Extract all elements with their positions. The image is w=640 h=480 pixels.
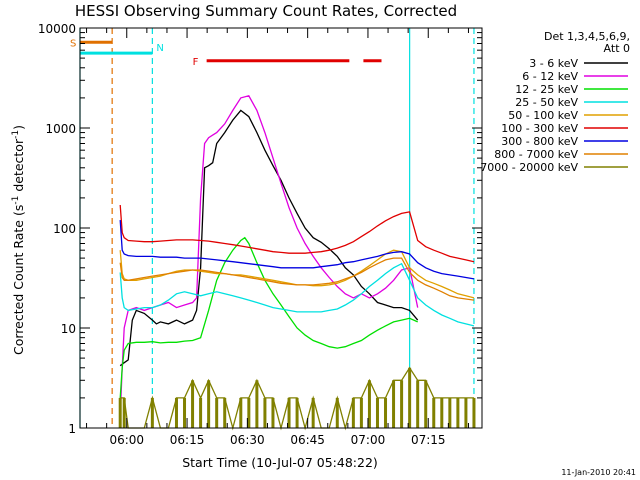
series-line <box>119 236 418 398</box>
series-line <box>120 366 474 431</box>
flag-label: F <box>193 57 199 68</box>
y-tick-label: 100 <box>53 222 76 236</box>
series-line <box>119 257 475 301</box>
legend-title-line2: Att 0 <box>604 42 630 55</box>
series-line <box>119 204 475 263</box>
legend-entry-label: 7000 - 20000 keV <box>480 161 578 174</box>
legend-entry-label: 12 - 25 keV <box>515 83 578 96</box>
legend-entry-label: 6 - 12 keV <box>522 70 578 83</box>
legend-entry-label: 800 - 7000 keV <box>494 148 578 161</box>
x-tick-label: 06:45 <box>290 433 325 447</box>
x-axis-label: Start Time (10-Jul-07 05:48:22) <box>182 455 378 470</box>
y-axis: 1 10 100 1000 10000 <box>38 22 482 436</box>
x-tick-label: 06:30 <box>230 433 265 447</box>
y-axis-label: Corrected Count Rate (s-1 detector-1) <box>11 125 26 355</box>
y-tick-label: 10000 <box>38 22 76 36</box>
flag-label: S <box>70 38 76 49</box>
x-tick-label: 06:15 <box>170 433 205 447</box>
y-tick-label: 10 <box>61 322 76 336</box>
legend-entry-label: 100 - 300 keV <box>501 122 578 135</box>
series-line <box>119 220 475 280</box>
legend-title-line1: Det 1,3,4,5,6,9, <box>544 30 630 43</box>
x-axis: 06:00 06:15 06:30 06:45 07:00 07:15 <box>86 28 469 447</box>
x-tick-label: 06:00 <box>109 433 144 447</box>
legend-entry-label: 300 - 800 keV <box>501 135 578 148</box>
series-line <box>119 262 475 327</box>
x-tick-label: 07:00 <box>351 433 386 447</box>
series-line <box>119 109 419 367</box>
y-tick-label: 1 <box>68 422 76 436</box>
y-tick-label: 1000 <box>45 122 76 136</box>
plot-area: S N F <box>70 28 476 431</box>
chart-title: HESSI Observing Summary Count Rates, Cor… <box>75 2 457 20</box>
x-tick-label: 07:15 <box>411 433 446 447</box>
legend-entry-label: 50 - 100 keV <box>508 109 578 122</box>
legend-entry-label: 25 - 50 keV <box>515 96 578 109</box>
legend-entry-label: 3 - 6 keV <box>529 57 578 70</box>
flag-label: N <box>156 43 163 54</box>
timestamp: 11-Jan-2010 20:41 <box>561 468 636 477</box>
